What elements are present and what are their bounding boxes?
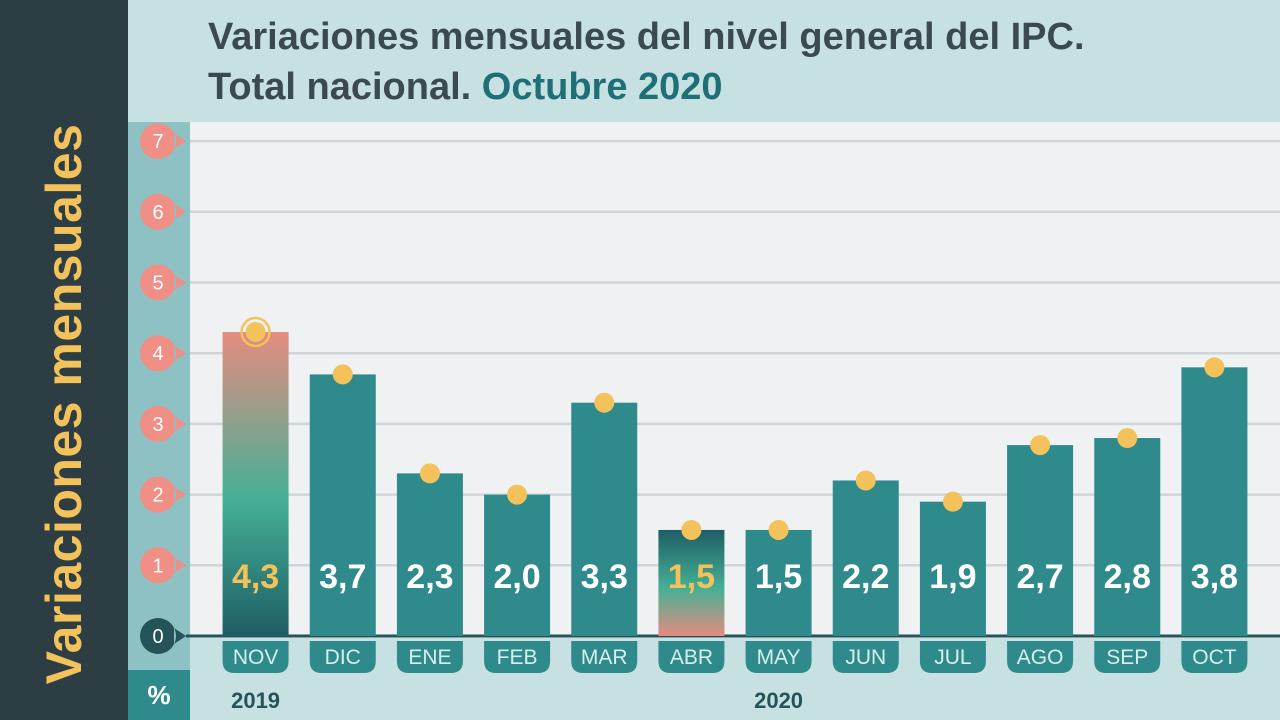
unit-label: % [128, 670, 190, 720]
value-label: 3,3 [581, 558, 628, 596]
value-label: 2,2 [842, 558, 889, 596]
category-label: OCT [1192, 646, 1237, 669]
category-label: JUN [845, 646, 886, 669]
value-dot [1204, 357, 1225, 378]
value-dot [855, 470, 876, 491]
value-dot-ring [240, 316, 271, 348]
category-tab [222, 641, 289, 673]
y-tick: 4 [140, 335, 186, 372]
value-dot [245, 321, 266, 342]
category-label: ABR [670, 646, 713, 669]
bar-may [745, 529, 812, 636]
title-line-2: Total nacional. Octubre 2020 [208, 62, 1085, 112]
y-tick-label: 2 [152, 485, 163, 507]
y-tick-bubble [140, 264, 186, 301]
value-label: 2,0 [493, 558, 540, 596]
y-tick-bubble [140, 193, 186, 230]
category-label: AGO [1017, 646, 1064, 669]
y-tick-label: 5 [152, 273, 163, 295]
category-label: MAR [581, 646, 628, 669]
y-tick-bubble [140, 405, 186, 442]
category-label: FEB [497, 646, 538, 669]
y-tick: 5 [140, 264, 186, 301]
value-label: 1,5 [668, 558, 715, 596]
value-dot [594, 392, 615, 413]
category-tab [1181, 641, 1248, 673]
y-tick-bubble [140, 618, 186, 654]
title-line-1: Variaciones mensuales del nivel general … [208, 16, 1085, 58]
y-tick-label: 3 [152, 414, 163, 436]
y-tick-label: 7 [152, 131, 163, 153]
value-dot [507, 484, 528, 505]
y-tick-bubble [140, 335, 186, 372]
category-label: SEP [1106, 646, 1148, 669]
bar-ene [396, 473, 463, 636]
category-tab [396, 641, 463, 673]
category-tab [1007, 641, 1074, 673]
y-tick-bubble [140, 123, 186, 160]
value-dot [942, 491, 963, 512]
category-label: DIC [325, 646, 361, 669]
y-tick-bubble [140, 476, 186, 513]
category-label: ENE [408, 646, 451, 669]
y-tick: 7 [140, 123, 186, 160]
bar-dic [309, 374, 376, 636]
bar-feb [484, 494, 551, 636]
y-tick: 3 [140, 405, 186, 442]
value-label: 2,8 [1104, 558, 1151, 596]
value-label: 3,8 [1191, 558, 1238, 596]
category-tab [658, 641, 725, 673]
value-dot [419, 463, 440, 484]
value-label: 1,5 [755, 558, 802, 596]
bar-nov [222, 331, 289, 636]
title-line-2-prefix: Total nacional. [208, 66, 472, 108]
category-tab [832, 641, 899, 673]
category-tab [919, 641, 986, 673]
category-tab [571, 641, 638, 673]
y-tick: 0 [140, 618, 186, 654]
x-axis-categories: NOV DIC ENE FEB MAR ABR MAY JUN JUL AGO SEP OCT [222, 641, 1248, 673]
year-labels: 2019 2020 [231, 688, 803, 713]
value-dot [332, 364, 353, 385]
category-tab [309, 641, 376, 673]
value-label: 2,7 [1016, 558, 1063, 596]
category-tab [1094, 641, 1161, 673]
value-label: 4,3 [232, 558, 279, 596]
y-tick-label: 0 [152, 626, 163, 648]
value-dot [1030, 435, 1051, 456]
bar-jun [832, 480, 899, 636]
side-bar: Variaciones mensuales [0, 0, 128, 720]
bar-sep [1094, 438, 1161, 636]
bar-mar [571, 402, 638, 636]
year-label: 2019 [231, 688, 280, 713]
y-tick-label: 6 [152, 202, 163, 224]
bar-ago [1007, 445, 1074, 636]
value-label: 3,7 [319, 558, 366, 596]
y-tick: 6 [140, 193, 186, 230]
y-tick-label: 4 [152, 343, 163, 365]
y-tick: 2 [140, 476, 186, 513]
bars: 4,3 3,7 2,3 2,0 3,3 1,5 1,5 2,2 1,9 2,7 2,8 3,8 [222, 316, 1248, 636]
category-label: JUL [934, 646, 971, 669]
category-label: NOV [233, 646, 279, 669]
value-label: 1,9 [929, 558, 976, 596]
value-label: 2,3 [406, 558, 453, 596]
y-tick-bubble [140, 547, 186, 584]
category-label: MAY [757, 646, 801, 669]
bar-oct [1181, 367, 1248, 636]
bar-abr [658, 529, 725, 636]
title-line-2-highlight: Octubre 2020 [481, 66, 723, 108]
bar-jul [919, 501, 986, 636]
category-tab [745, 641, 812, 673]
y-tick: 1 [140, 547, 186, 584]
value-dot [1117, 428, 1138, 449]
year-label: 2020 [754, 688, 803, 713]
category-tab [484, 641, 551, 673]
value-dot [768, 519, 789, 540]
chart-title: Variaciones mensuales del nivel general … [208, 12, 1085, 112]
value-dot [681, 519, 702, 540]
y-axis-ticks: 0 1 2 3 4 5 6 7 [140, 123, 186, 654]
y-tick-label: 1 [152, 555, 163, 577]
